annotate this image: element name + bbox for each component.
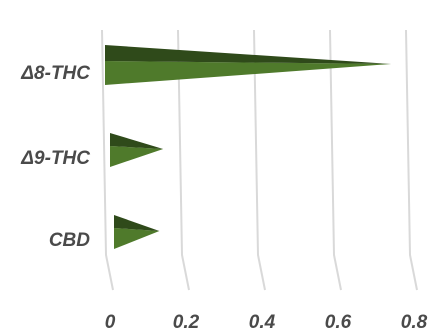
category-labels: Δ8-THC Δ9-THC CBD bbox=[20, 63, 90, 251]
x-tick-labels: 0 0.2 0.4 0.6 0.8 bbox=[105, 312, 428, 333]
gridline bbox=[405, 29, 418, 291]
gridline bbox=[177, 29, 190, 291]
gridline bbox=[101, 29, 114, 291]
gridline bbox=[253, 29, 266, 291]
bar bbox=[110, 133, 164, 167]
bar bbox=[105, 45, 392, 85]
bars bbox=[105, 45, 392, 249]
category-label: Δ8-THC bbox=[20, 63, 90, 84]
bar-face-light bbox=[110, 146, 164, 167]
x-tick-label: 0.8 bbox=[401, 312, 428, 333]
x-tick-label: 0.2 bbox=[173, 312, 200, 333]
gridlines bbox=[101, 29, 418, 291]
x-tick-label: 0.4 bbox=[249, 312, 276, 333]
bar-face-light bbox=[114, 228, 160, 249]
gridline bbox=[329, 29, 342, 291]
x-tick-label: 0.6 bbox=[325, 312, 352, 333]
bar-face-light bbox=[105, 61, 392, 85]
bar bbox=[114, 215, 160, 249]
bar-face-dark bbox=[105, 45, 392, 64]
x-tick-label: 0 bbox=[105, 312, 116, 333]
bar-face-dark bbox=[110, 133, 164, 149]
bar-face-dark bbox=[114, 215, 160, 231]
category-label: Δ9-THC bbox=[20, 148, 90, 169]
category-label: CBD bbox=[49, 230, 90, 251]
